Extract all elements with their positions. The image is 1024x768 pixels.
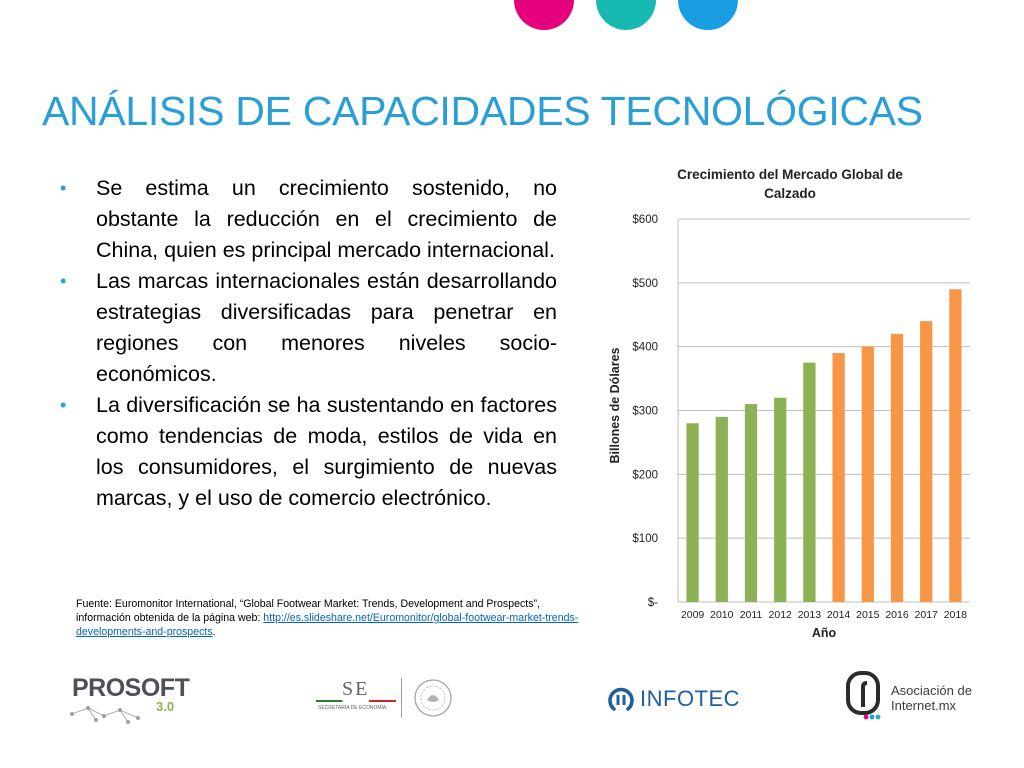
bar xyxy=(832,353,845,602)
y-tick-label: $200 xyxy=(632,469,658,481)
x-tick-label: 2009 xyxy=(681,609,705,621)
bullet-text: Las marcas internacionales están desarro… xyxy=(96,269,557,386)
se-logo-caption: SECRETARÍA DE ECONOMÍA xyxy=(318,705,387,711)
y-tick-label: $100 xyxy=(632,533,658,545)
infotec-mark-icon xyxy=(608,687,634,711)
decorative-dot-teal xyxy=(596,0,656,30)
prosoft-network-icon xyxy=(70,706,141,725)
bullet-marker: • xyxy=(60,271,67,291)
x-tick-label: 2016 xyxy=(885,609,909,621)
bar xyxy=(715,416,728,602)
y-tick-label: $300 xyxy=(632,406,658,418)
bar xyxy=(744,404,758,602)
prosoft-logo: PROSOFT 3.0 xyxy=(68,672,190,727)
source-link[interactable]: http://es.slideshare.net/Euromonitor/glo… xyxy=(76,612,579,638)
source-text: Fuente: Euromonitor International, “Glob… xyxy=(76,598,540,624)
infotec-logo-text: INFOTEC xyxy=(640,686,741,711)
bullet-list: • Se estima un crecimiento sostenido, no… xyxy=(60,173,557,514)
x-tick-label: 2010 xyxy=(710,609,734,621)
bullet-text: La diversificación se ha sustentando en … xyxy=(96,393,557,510)
y-axis-title: Billones de Dólares xyxy=(608,347,622,463)
x-tick-label: 2017 xyxy=(915,609,939,621)
bar xyxy=(686,423,699,602)
slide-title: ANÁLISIS DE CAPACIDADES TECNOLÓGICAS xyxy=(42,88,923,134)
mexico-seal-icon xyxy=(414,679,452,717)
decorative-dot-blue xyxy=(678,0,738,30)
y-tick-label: $400 xyxy=(632,342,658,354)
bar xyxy=(861,346,874,602)
prosoft-logo-text: PROSOFT xyxy=(72,674,190,702)
decorative-dot-magenta xyxy=(514,0,574,30)
se-logo-letters: SE xyxy=(342,678,370,700)
source-suffix: . xyxy=(212,626,216,638)
x-tick-label: 2012 xyxy=(769,609,793,621)
bullet-marker: • xyxy=(60,178,67,198)
se-tricolor-bar xyxy=(316,700,396,702)
asociacion-logo-line1: Asociación de xyxy=(891,683,972,698)
bullet-marker: • xyxy=(60,395,67,415)
chart-title: Calzado xyxy=(764,186,816,201)
asociacion-mark-icon xyxy=(846,671,881,720)
source-note: Fuente: Euromonitor International, “Glob… xyxy=(76,597,584,639)
y-tick-label: $500 xyxy=(632,278,658,290)
bar xyxy=(803,362,816,602)
bullet-item: • Las marcas internacionales están desar… xyxy=(60,266,557,390)
se-logo: SE SECRETARÍA DE ECONOMÍA xyxy=(316,676,466,724)
bar xyxy=(890,333,904,602)
x-tick-label: 2011 xyxy=(740,609,763,621)
x-tick-label: 2015 xyxy=(856,609,880,621)
chart-title: Crecimiento del Mercado Global de xyxy=(677,167,903,182)
x-axis-title: Año xyxy=(812,626,837,640)
x-tick-label: 2018 xyxy=(944,609,968,621)
bullet-item: • Se estima un crecimiento sostenido, no… xyxy=(60,173,557,266)
bullet-item: • La diversificación se ha sustentando e… xyxy=(60,390,557,514)
x-tick-label: 2013 xyxy=(798,609,822,621)
bar xyxy=(774,397,787,602)
y-tick-label: $600 xyxy=(632,214,658,226)
infotec-logo: INFOTEC xyxy=(606,681,740,717)
bar-chart: Crecimiento del Mercado Global de Calzado… xyxy=(608,167,970,640)
bullet-text: Se estima un crecimiento sostenido, no o… xyxy=(96,176,557,262)
bar xyxy=(949,289,962,602)
y-tick-label: $- xyxy=(648,597,658,609)
asociacion-logo-line2: Internet.mx xyxy=(891,698,957,713)
x-tick-label: 2014 xyxy=(827,609,851,621)
bar xyxy=(920,321,933,602)
asociacion-internet-logo: Asociación de Internet.mx xyxy=(846,671,986,723)
se-divider xyxy=(401,678,402,718)
prosoft-logo-version: 3.0 xyxy=(156,699,175,714)
